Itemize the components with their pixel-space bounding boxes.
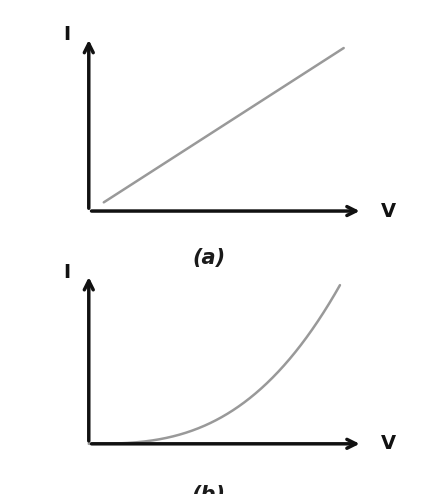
Text: I: I: [63, 26, 70, 44]
Text: (b): (b): [192, 485, 226, 494]
Text: (a): (a): [192, 248, 225, 268]
Text: I: I: [63, 263, 70, 282]
Text: V: V: [381, 434, 396, 453]
Text: V: V: [381, 202, 396, 220]
